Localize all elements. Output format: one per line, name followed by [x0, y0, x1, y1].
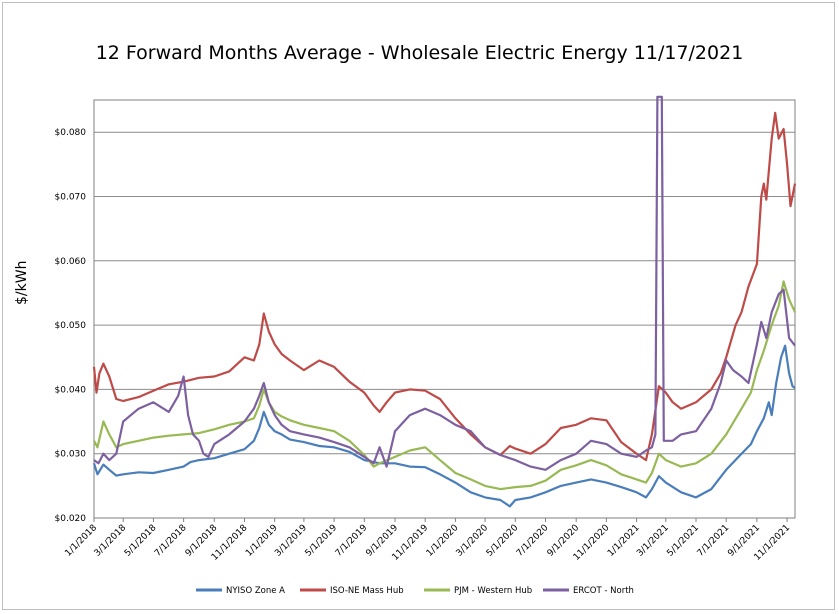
series-line-nyiso-zone-a	[92, 344, 796, 508]
x-tick-label: 3/1/2021	[635, 523, 671, 559]
x-tick-labels: 1/1/20183/1/20185/1/20187/1/20189/1/2018…	[63, 518, 792, 563]
x-tick-label: 7/1/2019	[334, 523, 370, 559]
y-tick-labels: $0.020 $0.030 $0.040 $0.050 $0.060 $0.070 $0.0…	[55, 128, 87, 524]
x-tick-label: 5/1/2019	[304, 523, 340, 559]
x-tick-label: 7/1/2018	[153, 523, 189, 559]
legend: NYISO Zone A ISO-NE Mass Hub PJM - Western…	[196, 586, 634, 596]
y-tick-label: $0.040	[55, 385, 87, 395]
x-tick-label: 3/1/2018	[93, 523, 129, 559]
series-lines	[92, 95, 797, 508]
x-tick-label: 5/1/2021	[665, 523, 701, 559]
series-line-pjm-western-hub	[93, 280, 796, 491]
x-tick-label: 5/1/2018	[123, 523, 159, 559]
series-line-ercot-north	[93, 95, 796, 471]
chart-title: 12 Forward Months Average - Wholesale El…	[95, 42, 744, 64]
legend-label: PJM - Western Hub	[454, 586, 532, 596]
series-line-iso-ne-mass-hub	[92, 111, 797, 462]
y-tick-label: $0.080	[55, 128, 87, 138]
legend-label: NYISO Zone A	[226, 586, 285, 596]
y-tick-label: $0.020	[55, 514, 87, 524]
x-tick-label: 7/1/2020	[515, 523, 551, 559]
x-tick-label: 3/1/2020	[455, 523, 491, 559]
x-tick-label: 5/1/2020	[485, 523, 521, 559]
y-tick-label: $0.030	[55, 450, 87, 460]
x-tick-label: 3/1/2019	[273, 523, 309, 559]
y-tick-label: $0.060	[55, 257, 87, 267]
plot-area	[93, 99, 796, 519]
legend-label: ISO-NE Mass Hub	[330, 586, 404, 596]
y-tick-label: $0.070	[55, 193, 87, 203]
y-tick-label: $0.050	[55, 321, 87, 331]
x-tick-label: 7/1/2021	[696, 523, 732, 559]
legend-label: ERCOT - North	[573, 586, 634, 596]
